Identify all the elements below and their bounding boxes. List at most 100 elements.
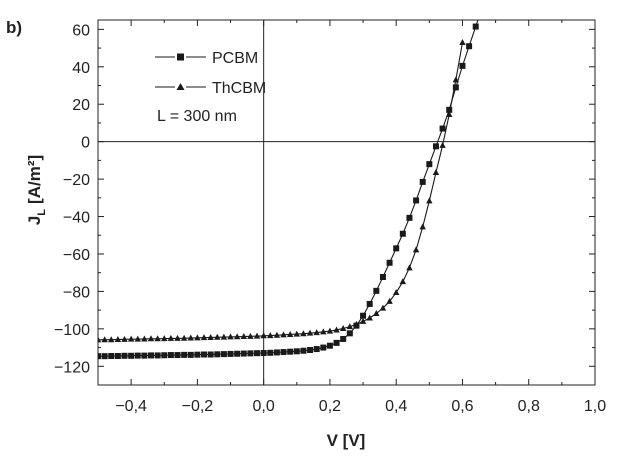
data-point-thcbm [167,334,175,341]
data-point-pcbm [413,197,420,204]
data-point-thcbm [373,309,380,316]
y-tick-label: 40 [72,60,90,77]
data-point-thcbm [333,326,340,333]
y-tick-label: 0 [81,135,90,152]
data-point-thcbm [359,317,367,324]
data-point-thcbm [439,141,446,148]
data-point-pcbm [399,230,406,237]
data-point-pcbm [386,259,393,266]
data-point-pcbm [379,273,386,280]
data-point-pcbm [333,339,340,346]
data-point-thcbm [452,76,460,83]
axes-layer: −0,4 −0,2 0,0 0,2 0,4 0,6 0,8 1,0 60 40 20 0 −20 −40 −… [54,19,606,415]
data-point-thcbm [446,111,453,118]
data-point-thcbm [353,320,360,327]
data-point-pcbm [346,330,353,337]
y-tick-label: −100 [54,322,90,339]
x-tick-label: 0,8 [518,398,540,415]
data-point-thcbm [98,336,102,343]
y-tick-label: −20 [63,172,90,189]
data-point-thcbm [393,289,400,296]
x-tick-label: −0,4 [115,398,147,415]
data-point-thcbm [286,330,294,337]
data-point-thcbm [233,333,241,340]
legend-marker-thcbm [176,83,185,90]
data-point-pcbm [101,353,108,360]
data-point-pcbm [167,352,174,359]
x-tick-label: 0,6 [451,398,473,415]
data-point-pcbm [393,245,400,252]
data-point-thcbm [101,336,108,343]
data-point-thcbm [141,335,148,342]
data-point-pcbm [240,350,247,357]
data-point-pcbm [313,346,320,353]
data-point-thcbm [293,330,300,337]
data-point-thcbm [180,334,188,341]
data-point-thcbm [214,333,221,340]
data-point-thcbm [240,333,247,340]
data-point-pcbm [234,350,241,357]
data-point-thcbm [134,335,141,342]
y-axis-label-main: J [25,216,44,225]
data-point-pcbm [459,62,466,69]
data-point-thcbm [300,330,307,337]
data-point-thcbm [280,331,287,338]
y-axis-label-unit: [A/m²] [25,155,44,204]
data-point-pcbm [432,143,439,150]
data-point-thcbm [426,197,433,204]
data-point-thcbm [174,334,181,341]
data-point-pcbm [293,348,300,355]
data-point-pcbm [360,312,367,319]
x-tick-label: 1,0 [584,398,606,415]
y-tick-label: −40 [63,210,90,227]
data-point-pcbm [479,4,485,10]
data-point-pcbm [98,353,101,360]
series-layer [98,4,485,360]
data-point-thcbm [121,335,128,342]
legend-marker-pcbm [177,53,184,61]
data-point-pcbm [466,43,473,50]
legend-label-thcbm: ThCBM [212,80,266,97]
data-point-thcbm [147,335,155,342]
data-point-thcbm [200,334,208,341]
data-point-thcbm [187,334,194,341]
thickness-annotation: L = 300 nm [157,108,237,125]
data-point-pcbm [366,300,373,307]
data-point-pcbm [280,349,287,356]
y-tick-label: −80 [63,284,90,301]
data-point-pcbm [161,352,168,359]
data-point-thcbm [273,331,281,338]
y-tick-label: −60 [63,247,90,264]
y-tick-label: 20 [72,97,90,114]
data-point-thcbm [227,333,234,340]
data-point-pcbm [134,352,141,359]
data-point-thcbm [108,336,115,343]
data-point-thcbm [127,335,135,342]
data-point-thcbm [379,304,387,311]
y-axis-label-sub: L [36,209,48,216]
data-point-thcbm [114,336,122,343]
x-axis-label: V [V] [327,431,366,450]
data-point-thcbm [320,328,327,335]
data-point-pcbm [207,351,214,358]
data-point-pcbm [181,351,188,358]
data-point-pcbm [373,287,380,294]
plot-frame [97,19,596,386]
svg-text:JL[A/m²]: JL [A/m²] [25,155,48,225]
data-point-pcbm [326,342,333,349]
data-point-pcbm [254,350,261,357]
data-point-pcbm [300,347,307,354]
data-point-pcbm [452,84,459,91]
data-point-thcbm [220,333,228,340]
data-point-thcbm [459,38,466,45]
data-point-pcbm [174,352,181,359]
data-point-thcbm [154,335,161,342]
series-pcbm [98,4,485,360]
data-point-pcbm [121,352,128,359]
data-point-pcbm [201,351,208,358]
panel-label: b) [6,18,23,37]
data-point-pcbm [426,161,433,168]
data-point-pcbm [406,214,413,221]
data-point-thcbm [306,329,314,336]
